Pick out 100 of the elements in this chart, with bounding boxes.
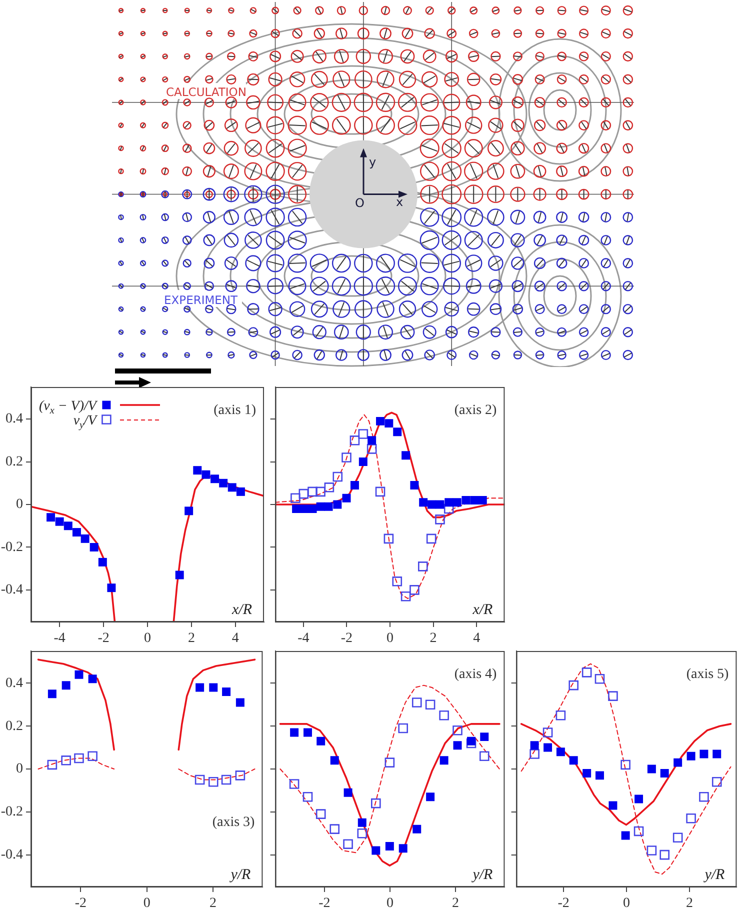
point (672, 832, 683, 843)
annotation: (axis 2) (454, 403, 498, 418)
annotation: (axis 5) (686, 667, 730, 682)
point (316, 809, 326, 819)
point (47, 760, 58, 770)
x-tick-label: 4 (473, 631, 480, 646)
point (344, 788, 352, 797)
x-tick-label: 2 (188, 631, 195, 646)
y-tick-label: 0.4 (6, 676, 23, 691)
point (582, 668, 592, 678)
y-tick-label: -0.4 (0, 847, 23, 862)
point (439, 710, 449, 720)
point (324, 482, 334, 492)
point (228, 483, 236, 492)
point (569, 756, 578, 765)
point (398, 844, 408, 853)
point (462, 496, 470, 504)
point (308, 504, 317, 514)
point (660, 769, 669, 778)
point (324, 502, 333, 511)
text: EXPERIMENT (164, 293, 239, 307)
x-tick-label: -2 (340, 631, 353, 646)
x-axis-title: y/R (470, 867, 493, 883)
point (400, 591, 411, 602)
point (530, 741, 539, 750)
point (467, 736, 476, 746)
annotation: (axis 4) (454, 667, 498, 682)
y-tick-label: 0.2 (6, 718, 23, 734)
point (402, 451, 410, 460)
point (357, 828, 368, 838)
point (235, 770, 246, 780)
x-tick-label: 4 (232, 631, 239, 646)
point (398, 723, 408, 734)
point (376, 416, 385, 426)
point (674, 758, 682, 767)
point (175, 570, 184, 580)
point (712, 750, 722, 758)
point (208, 776, 218, 787)
point (302, 792, 313, 802)
point (410, 585, 420, 595)
point (418, 562, 428, 572)
point (48, 690, 56, 698)
point (568, 680, 578, 690)
point (316, 502, 325, 511)
point (608, 691, 618, 701)
point (372, 846, 380, 855)
point (316, 486, 326, 497)
point (316, 736, 326, 746)
point (184, 506, 194, 516)
point (699, 792, 709, 802)
point (343, 839, 353, 849)
point (452, 498, 462, 507)
point (61, 756, 71, 766)
point (210, 474, 220, 484)
point (608, 801, 618, 810)
point (202, 470, 210, 479)
point (384, 758, 395, 768)
point (236, 487, 245, 496)
y-tick-label: -0.4 (0, 582, 23, 598)
point (290, 493, 300, 503)
point (342, 452, 352, 462)
point (385, 842, 394, 850)
x-axis-title: y/R (228, 867, 251, 883)
point (350, 436, 360, 446)
point (350, 481, 359, 490)
text: y (369, 155, 376, 169)
annotation: (axis 3) (212, 815, 256, 830)
point (308, 486, 318, 497)
y-tick-label: 0 (16, 762, 23, 777)
point (634, 794, 644, 804)
point (368, 436, 376, 445)
point (74, 670, 84, 679)
point (384, 534, 394, 544)
point (107, 584, 116, 592)
point (556, 748, 565, 756)
point (358, 818, 366, 827)
point (371, 798, 381, 808)
point (700, 750, 708, 758)
point (375, 486, 386, 497)
point (236, 698, 244, 707)
point (55, 517, 64, 526)
point (98, 558, 107, 566)
point (542, 728, 553, 738)
point (88, 674, 97, 684)
point (646, 846, 657, 856)
x-tick-label: 0 (143, 896, 150, 912)
point (444, 498, 454, 507)
point (366, 444, 377, 454)
x-axis-title: x/R (472, 602, 493, 618)
point (221, 774, 232, 785)
x-tick-label: 0 (386, 631, 394, 646)
point (647, 764, 656, 774)
point (304, 728, 312, 737)
point (453, 741, 462, 750)
x-tick-label: 2 (210, 896, 217, 912)
y-tick-label: 0.4 (6, 412, 23, 427)
point (478, 496, 487, 504)
x-tick-label: -2 (74, 896, 86, 912)
y-tick-label: -0.2 (0, 540, 23, 555)
point (358, 458, 368, 466)
